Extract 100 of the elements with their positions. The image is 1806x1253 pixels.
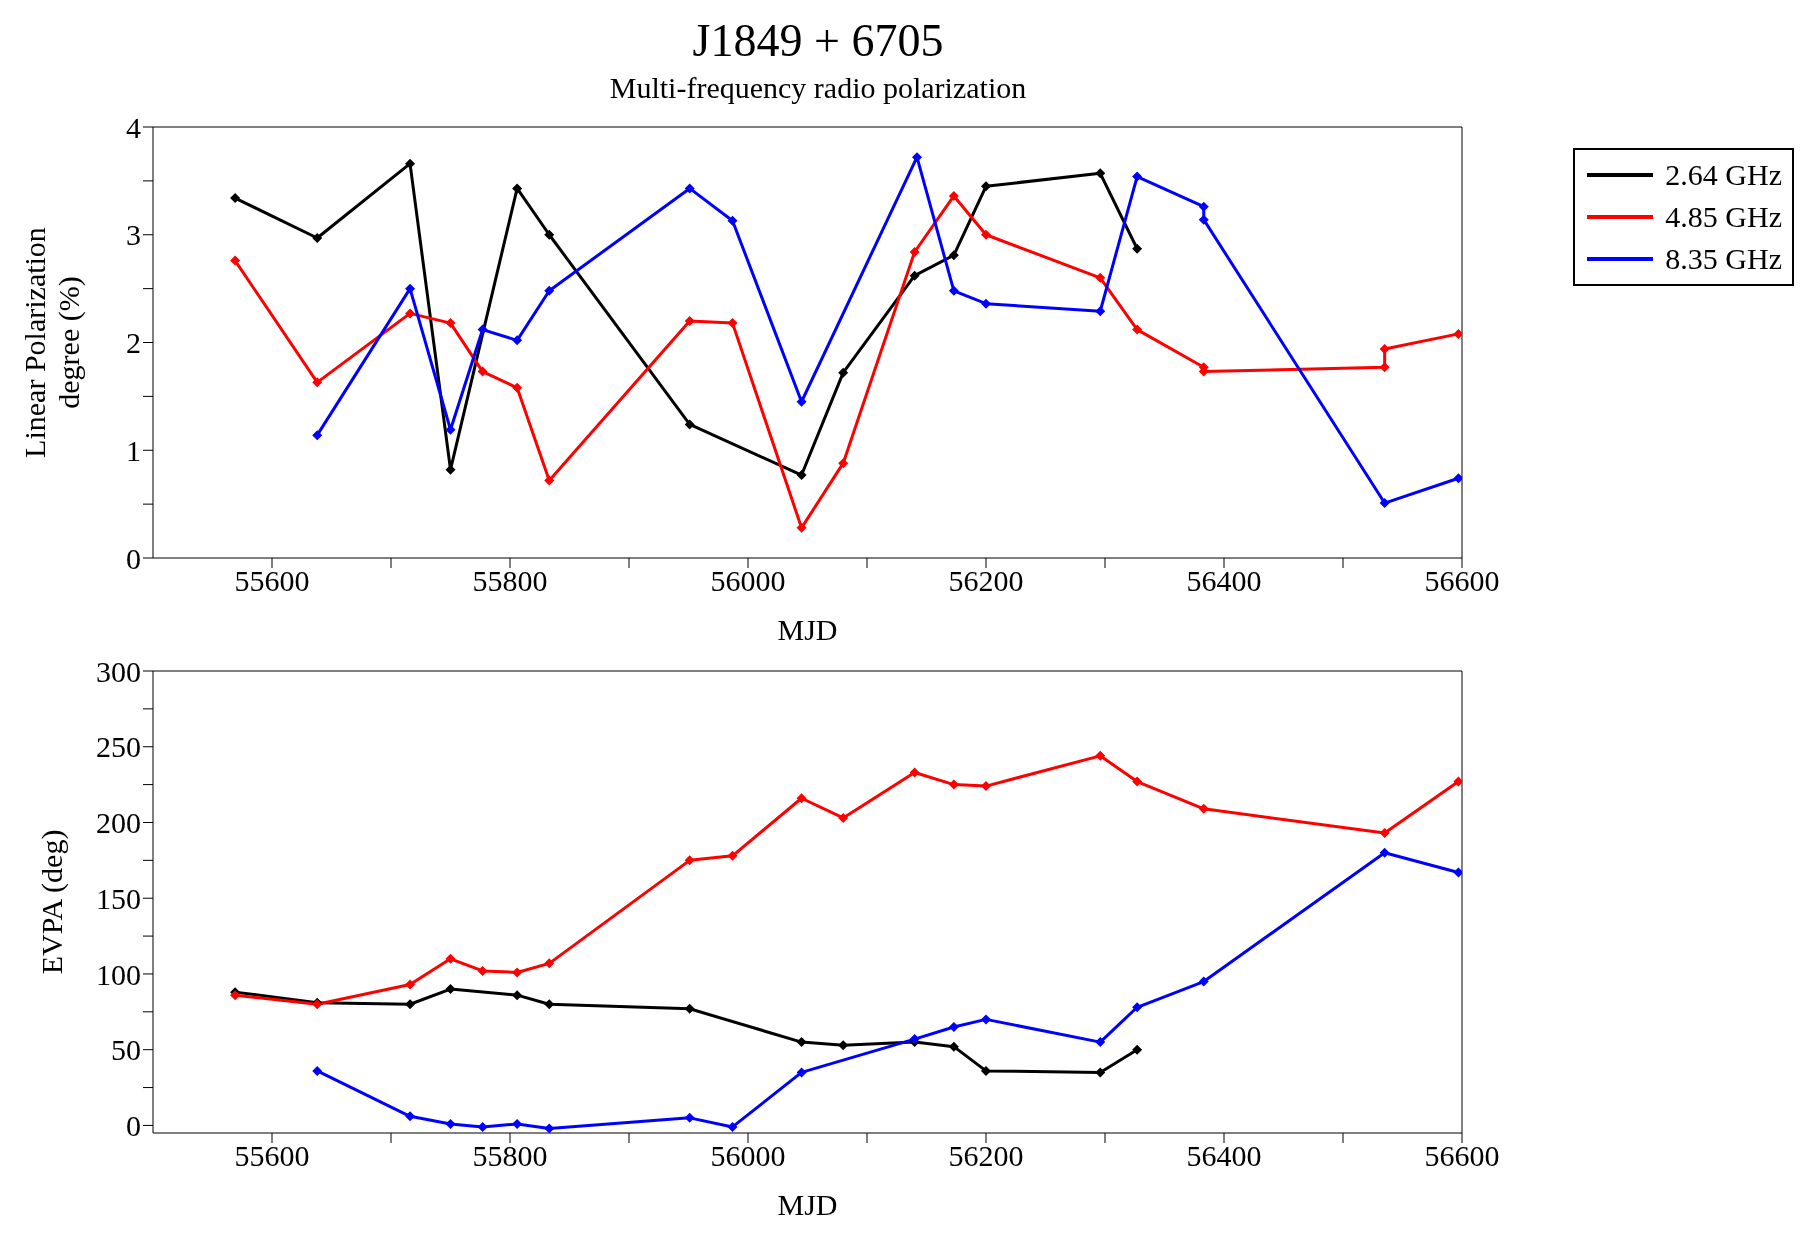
point [477, 1121, 488, 1132]
point [838, 1040, 849, 1051]
point [512, 382, 523, 393]
point [544, 475, 555, 486]
y-tick-label: 50 [111, 1033, 141, 1067]
point [981, 181, 991, 192]
point [1132, 171, 1143, 182]
point [1132, 1044, 1143, 1055]
point [684, 419, 695, 430]
point [445, 984, 456, 995]
point [477, 324, 488, 335]
point [1379, 828, 1390, 839]
point [909, 246, 920, 257]
point [1198, 976, 1209, 987]
point [1453, 328, 1462, 339]
x-tick-label: 55600 [234, 1139, 310, 1173]
point [838, 367, 849, 378]
point [796, 522, 807, 533]
point [477, 366, 488, 377]
point [948, 285, 959, 296]
point [405, 999, 416, 1010]
y-axis-title: EVPA (deg) [35, 829, 69, 975]
point [684, 1112, 695, 1123]
legend-label: 8.35 GHz [1665, 241, 1782, 277]
point [512, 990, 523, 1001]
point [796, 793, 807, 804]
x-tick-label: 55800 [472, 1139, 548, 1173]
point [981, 1014, 991, 1025]
x-tick-label: 56200 [948, 564, 1024, 598]
point [544, 958, 555, 969]
point [512, 1118, 523, 1129]
legend-label: 2.64 GHz [1665, 157, 1782, 193]
point [312, 430, 323, 441]
point [796, 396, 807, 407]
point [1095, 168, 1106, 179]
y-tick-label: 0 [126, 1109, 141, 1143]
point [838, 812, 849, 823]
chart-subtitle: Multi-frequency radio polarization [608, 70, 1028, 106]
point [1132, 243, 1143, 254]
point [405, 158, 416, 169]
point [981, 781, 991, 792]
y-tick-label: 250 [96, 730, 141, 764]
point [477, 965, 488, 976]
x-tick-label: 55600 [234, 564, 310, 598]
point [727, 1121, 738, 1132]
point [312, 232, 323, 243]
point [312, 1065, 323, 1076]
point [796, 1037, 807, 1048]
point [230, 193, 241, 204]
point [948, 1041, 959, 1052]
point [445, 1118, 456, 1129]
point [909, 767, 920, 778]
point [1379, 847, 1390, 858]
point [1453, 473, 1462, 484]
y-tick-label: 0 [126, 541, 141, 575]
point [1095, 1037, 1106, 1048]
point [948, 250, 959, 261]
point [544, 285, 555, 296]
point [405, 979, 416, 990]
point [1095, 750, 1106, 761]
y-tick-label: 4 [126, 110, 141, 144]
x-tick-label: 56000 [710, 564, 786, 598]
point [838, 458, 849, 469]
point [727, 850, 738, 861]
point [445, 953, 456, 964]
y-tick-label: 200 [96, 806, 141, 840]
y-tick-label: 1 [126, 433, 141, 467]
y-tick-label: 100 [96, 957, 141, 991]
point [1132, 776, 1143, 787]
point [796, 1067, 807, 1078]
point [684, 855, 695, 866]
point [512, 967, 523, 978]
point [405, 308, 416, 319]
point [1095, 272, 1106, 283]
point [948, 779, 959, 790]
point [1095, 306, 1106, 317]
chart-title: J1849 + 6705 [691, 14, 945, 68]
point [1198, 214, 1209, 225]
point [1095, 1067, 1106, 1078]
point [1379, 343, 1390, 354]
point [1453, 776, 1462, 787]
point [405, 1111, 416, 1122]
y-axis-title: Linear Polarization degree (%) [18, 227, 86, 458]
point [512, 183, 523, 194]
point [1453, 867, 1462, 878]
x-tick-label: 56600 [1424, 564, 1500, 598]
point [405, 283, 416, 294]
point [948, 190, 959, 201]
x-tick-label: 56400 [1186, 564, 1262, 598]
point [727, 215, 738, 226]
point [684, 183, 695, 194]
x-tick-label: 56200 [948, 1139, 1024, 1173]
point [948, 1021, 959, 1032]
x-axis-title: MJD [777, 613, 838, 646]
point [312, 377, 323, 388]
point [911, 152, 922, 163]
point [544, 1123, 555, 1133]
x-tick-label: 56400 [1186, 1139, 1262, 1173]
y-tick-label: 2 [126, 326, 141, 360]
point [1132, 324, 1143, 335]
